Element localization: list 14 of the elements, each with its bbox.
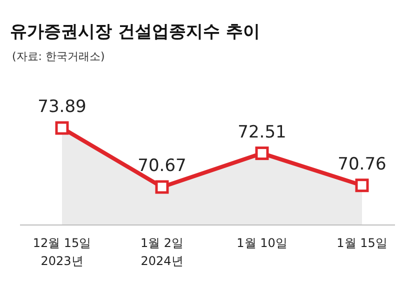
chart-subtitle: (자료: 한국거래소)	[12, 50, 105, 63]
x-tick-label: 12월 15일 2023년	[32, 236, 92, 268]
chart-title: 유가증권시장 건설업종지수 추이	[10, 22, 260, 42]
x-tick-label: 1월 2일 2024년	[140, 236, 184, 268]
x-tick-label: 1월 15일	[336, 236, 388, 250]
point	[155, 180, 169, 194]
point	[355, 178, 369, 192]
point	[55, 121, 69, 135]
data-label: 70.76	[338, 154, 386, 174]
data-label: 70.67	[138, 156, 186, 176]
data-label: 72.51	[238, 122, 286, 142]
data-label: 73.89	[38, 97, 86, 117]
point	[255, 146, 269, 160]
x-tick-label: 1월 10일	[236, 236, 288, 250]
